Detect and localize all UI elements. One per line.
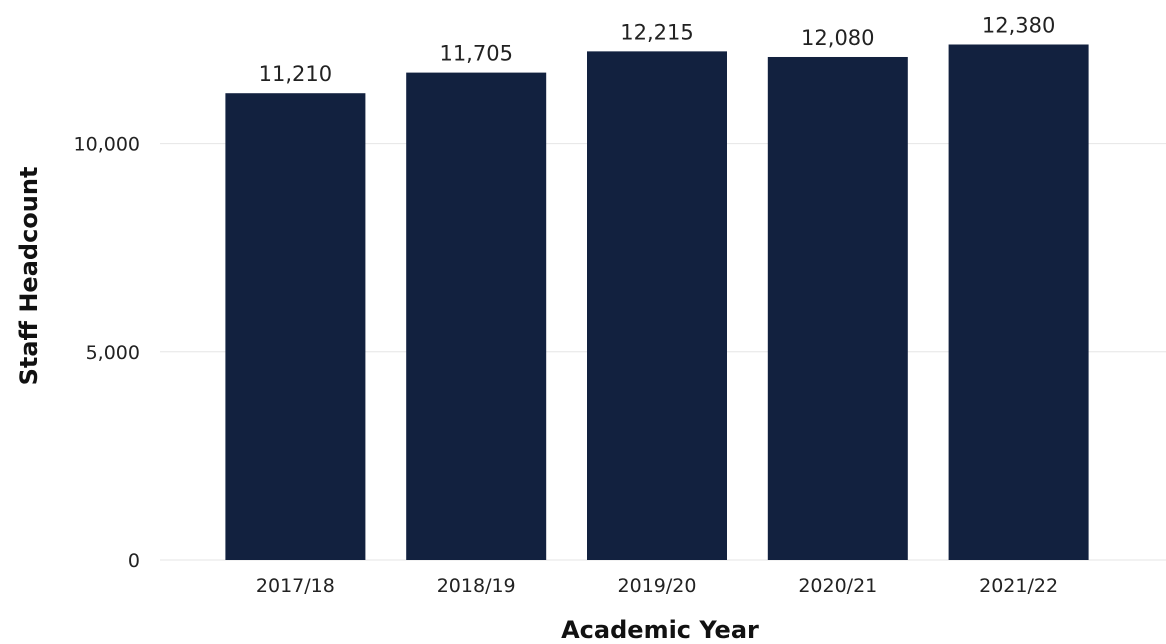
bar-2017-18 (225, 93, 366, 560)
y-tick-label: 5,000 (86, 342, 140, 364)
bar-value-label: 12,380 (982, 13, 1055, 37)
x-tick-label: 2020/21 (798, 575, 877, 597)
bar-2020-21 (767, 56, 908, 560)
bars (225, 44, 1089, 561)
bar-2021-22 (948, 44, 1089, 560)
y-tick-label: 10,000 (74, 134, 140, 156)
y-tick-label: 0 (128, 550, 140, 572)
bar-2019-20 (587, 51, 727, 560)
bar-value-label: 11,210 (259, 62, 332, 86)
bar-value-label: 12,215 (620, 20, 693, 44)
x-tick-label: 2019/20 (618, 575, 697, 597)
x-tick-label: 2017/18 (256, 575, 335, 597)
bar-value-label: 12,080 (801, 26, 874, 50)
bar-2018-19 (406, 72, 547, 561)
x-tick-label: 2018/19 (437, 575, 516, 597)
y-axis-ticks: 0 5,000 10,000 (74, 134, 140, 572)
bar-value-label: 11,705 (439, 42, 512, 66)
y-axis-title: Staff Headcount (15, 167, 43, 386)
x-axis-title: Academic Year (561, 616, 759, 644)
x-axis-ticks: 2017/18 2018/19 2019/20 2020/21 2021/22 (256, 575, 1058, 597)
x-tick-label: 2021/22 (979, 575, 1058, 597)
data-labels: 11,210 11,705 12,215 12,080 12,380 (259, 13, 1056, 86)
